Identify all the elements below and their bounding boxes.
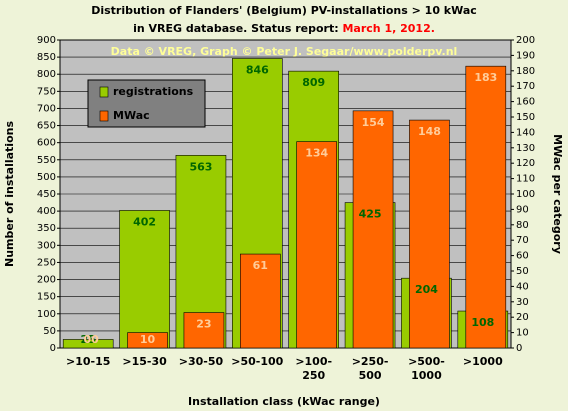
y-tick-label: 350 [37, 223, 56, 234]
data-label: 00 [84, 333, 100, 346]
data-label: 154 [362, 116, 385, 129]
y2-tick-label: 50 [516, 266, 529, 277]
y2-tick-label: 30 [516, 297, 529, 308]
y-tick-label: 400 [37, 206, 56, 217]
data-label: 148 [418, 125, 441, 138]
legend-label: MWac [113, 109, 150, 122]
mwac-bar [127, 332, 168, 349]
data-label: 108 [471, 316, 494, 329]
data-label: 23 [196, 318, 211, 331]
x-tick-label: >30-50 [179, 355, 224, 368]
y2-tick-label: 160 [516, 97, 535, 108]
data-label: 402 [133, 215, 156, 228]
y2-tick-label: 90 [516, 204, 529, 215]
x-tick-label: >15-30 [122, 355, 167, 368]
y2-tick-label: 70 [516, 235, 529, 246]
y2-tick-label: 110 [516, 174, 535, 185]
data-label: 61 [253, 259, 268, 272]
mwac-bar [183, 312, 225, 349]
data-label: 183 [474, 71, 497, 84]
y-tick-label: 200 [37, 275, 56, 286]
y-tick-label: 650 [37, 121, 56, 132]
y2-tick-label: 0 [516, 343, 522, 354]
x-tick-label: >100-250 [295, 355, 332, 382]
y-tick-label: 300 [37, 240, 56, 251]
x-tick-label: >50-100 [231, 355, 283, 368]
y2-tick-label: 150 [516, 112, 535, 123]
y2-tick-label: 130 [516, 143, 535, 154]
x-tick-label: >500-1000 [408, 355, 445, 382]
y2-tick-label: 180 [516, 66, 535, 77]
y-tick-label: 800 [37, 69, 56, 80]
y-tick-label: 550 [37, 155, 56, 166]
y-tick-label: 450 [37, 189, 56, 200]
y2-tick-label: 20 [516, 312, 529, 323]
legend-swatch [99, 110, 109, 122]
registration-bar [119, 210, 170, 349]
mwac-bar [240, 253, 281, 349]
y-tick-label: 700 [37, 103, 56, 114]
data-label: 846 [246, 63, 269, 76]
y2-tick-label: 10 [516, 328, 529, 339]
y-tick-label: 250 [37, 257, 56, 268]
x-tick-label: >1000 [463, 355, 503, 368]
y2-tick-label: 140 [516, 127, 535, 138]
y2-tick-label: 60 [516, 251, 529, 262]
mwac-bar [409, 119, 450, 349]
y-tick-label: 600 [37, 138, 56, 149]
chart-title-line2: in VREG database. Status report: March 1… [133, 22, 435, 35]
y-tick-label: 750 [37, 86, 56, 97]
y2-axis-title: MWac per category [551, 134, 564, 254]
data-label: 425 [359, 208, 382, 221]
data-label: 204 [415, 283, 438, 296]
y-tick-label: 50 [43, 326, 56, 337]
data-label: 25 [81, 333, 96, 346]
legend-swatch [99, 86, 109, 98]
y-axis-title: Number of installations [3, 121, 16, 267]
y-tick-label: 150 [37, 292, 56, 303]
data-label: 10 [140, 333, 156, 346]
legend-label: registrations [113, 85, 194, 98]
mwac-bar [352, 110, 394, 349]
data-label: 563 [189, 160, 212, 173]
y2-tick-label: 200 [516, 35, 535, 46]
y2-tick-label: 120 [516, 158, 535, 169]
mwac-bar [296, 141, 337, 349]
x-axis-title: Installation class (kWac range) [188, 395, 380, 408]
y-tick-label: 500 [37, 172, 56, 183]
y2-tick-label: 170 [516, 81, 535, 92]
data-label: 134 [305, 147, 328, 160]
y-tick-label: 0 [50, 343, 56, 354]
chart-title: Distribution of Flanders' (Belgium) PV-i… [91, 4, 477, 17]
y2-tick-label: 80 [516, 220, 529, 231]
title-line2: in VREG database. Status report: [133, 22, 342, 35]
subtitle: Data © VREG, Graph © Peter J. Segaar/www… [111, 45, 458, 58]
y-tick-label: 850 [37, 52, 56, 63]
data-label: 809 [302, 76, 325, 89]
y2-tick-label: 190 [516, 50, 535, 61]
y-tick-label: 100 [37, 309, 56, 320]
registration-bar [62, 339, 114, 349]
y-tick-label: 900 [37, 35, 56, 46]
mwac-bar [465, 65, 507, 349]
title-date: March 1, 2012. [342, 22, 434, 35]
y2-tick-label: 40 [516, 281, 529, 292]
x-tick-label: >250-500 [352, 355, 389, 382]
y2-tick-label: 100 [516, 189, 535, 200]
x-tick-label: >10-15 [66, 355, 110, 368]
